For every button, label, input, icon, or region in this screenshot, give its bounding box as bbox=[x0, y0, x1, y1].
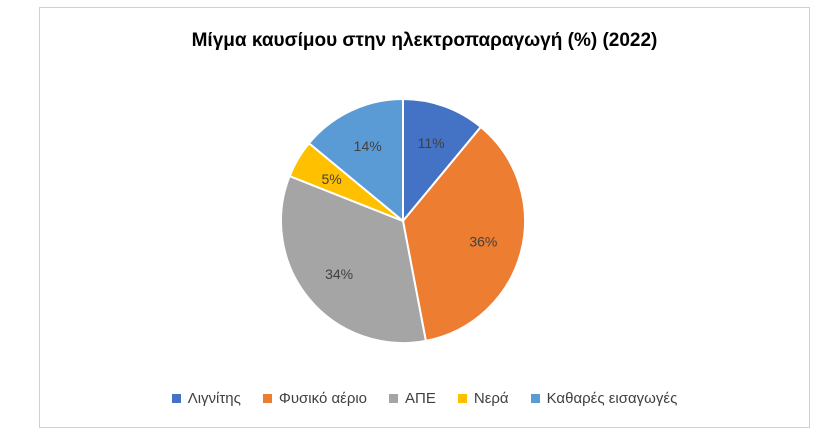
legend-item-5: Καθαρές εισαγωγές bbox=[530, 390, 678, 407]
legend-label: Νερά bbox=[473, 390, 509, 407]
legend-swatch bbox=[530, 394, 540, 403]
legend-label: Καθαρές εισαγωγές bbox=[546, 390, 678, 407]
legend-label: ΑΠΕ bbox=[405, 390, 436, 407]
legend-item-2: Φυσικό αέριο bbox=[262, 390, 368, 407]
pie-slice-5 bbox=[307, 97, 404, 224]
pie-slice-2 bbox=[401, 125, 526, 343]
data-label-3: 34% bbox=[325, 266, 353, 282]
data-label-5: 14% bbox=[354, 138, 382, 154]
pie-slice-3 bbox=[280, 174, 428, 344]
legend-swatch bbox=[389, 394, 399, 403]
legend-label: Λιγνίτης bbox=[187, 390, 241, 407]
legend-label: Φυσικό αέριο bbox=[278, 390, 368, 407]
chart-area: Μίγμα καυσίμου στην ηλεκτροπαραγωγή (%) … bbox=[39, 7, 810, 428]
legend-item-3: ΑΠΕ bbox=[389, 390, 436, 407]
legend-item-1: Λιγνίτης bbox=[171, 390, 241, 407]
legend-swatch bbox=[457, 394, 467, 403]
legend-item-4: Νερά bbox=[457, 390, 509, 407]
chart-title: Μίγμα καυσίμου στην ηλεκτροπαραγωγή (%) … bbox=[191, 30, 658, 51]
data-label-2: 36% bbox=[469, 234, 497, 250]
pie-slice-1 bbox=[402, 97, 483, 224]
legend-swatch bbox=[262, 394, 272, 403]
data-label-4: 5% bbox=[321, 171, 341, 187]
legend-swatch bbox=[171, 394, 181, 403]
chart-legend: Λιγνίτης Φυσικό αέριο ΑΠΕ Νερά Καθαρές εισαγ… bbox=[40, 390, 809, 407]
pie-chart: 11% 36% 34% 5% 14% bbox=[280, 97, 526, 344]
data-label-1: 11% bbox=[418, 135, 445, 151]
